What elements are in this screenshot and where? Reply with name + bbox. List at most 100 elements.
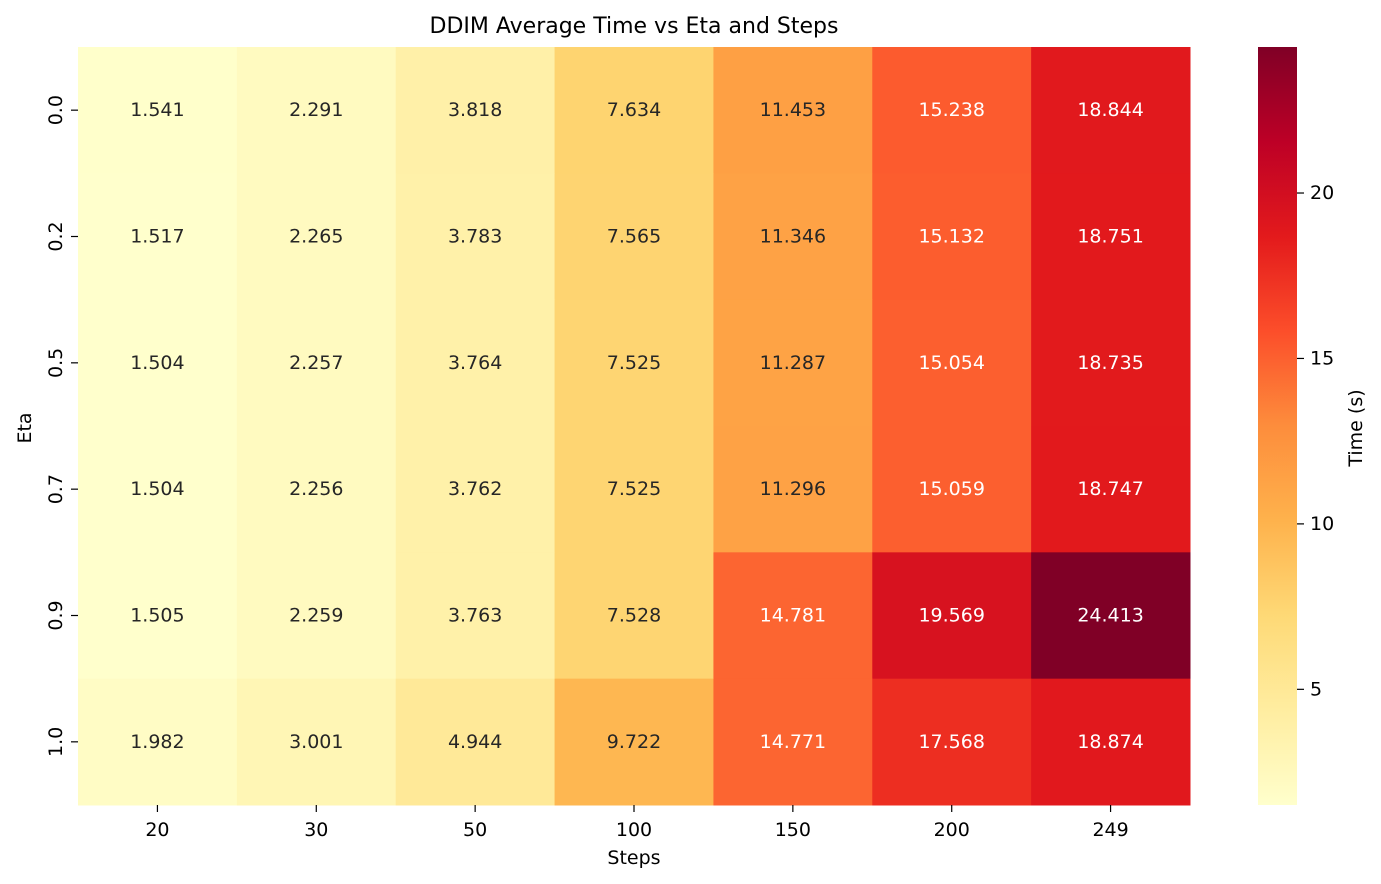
x-tick-label: 30 <box>304 819 328 841</box>
heatmap-cell <box>554 173 714 301</box>
heatmap-cell <box>1031 173 1191 301</box>
heatmap-cell <box>78 299 238 427</box>
heatmap-cell <box>554 47 714 174</box>
colorbar-tick-label: 5 <box>1310 678 1322 700</box>
heatmap-cell-label: 1.982 <box>130 731 184 753</box>
heatmap-cell-label: 19.569 <box>918 605 984 627</box>
heatmap-cell-label: 1.517 <box>130 226 184 248</box>
heatmap-cell <box>1031 678 1191 806</box>
y-tick-label: 0.0 <box>45 95 67 125</box>
heatmap-cell-label: 18.747 <box>1077 478 1143 500</box>
heatmap-cell <box>395 299 556 427</box>
y-tick-label: 0.5 <box>45 348 67 378</box>
heatmap-cell-label: 11.453 <box>760 99 826 121</box>
heatmap-cells <box>78 47 1191 806</box>
heatmap-cell <box>872 47 1032 174</box>
heatmap-cell-label: 4.944 <box>448 731 502 753</box>
x-tick-label: 150 <box>775 819 811 841</box>
heatmap-cell-label: 18.735 <box>1077 352 1143 374</box>
heatmap-cell-label: 15.059 <box>918 478 984 500</box>
colorbar-ticks: 5 10 15 20 <box>1297 182 1334 700</box>
heatmap-cell-labels: 1.541 2.291 3.818 7.634 11.453 15.238 18.844 1.… <box>130 99 1144 753</box>
heatmap-cell <box>1031 47 1191 174</box>
heatmap-cell-label: 24.413 <box>1077 605 1143 627</box>
heatmap-cell <box>1031 552 1191 680</box>
heatmap-cell <box>236 678 397 806</box>
heatmap-cell <box>236 47 397 174</box>
heatmap-cell-label: 3.762 <box>448 478 502 500</box>
heatmap-cell <box>395 173 556 301</box>
y-tick-label: 0.2 <box>45 221 67 251</box>
heatmap-cell <box>395 552 556 680</box>
x-axis: 20 30 50 100 150 200 249 <box>145 805 1129 841</box>
heatmap-cell <box>713 47 873 174</box>
heatmap-cell-label: 11.296 <box>760 478 826 500</box>
heatmap-cell-label: 1.505 <box>130 605 184 627</box>
heatmap-cell-label: 14.771 <box>760 731 826 753</box>
heatmap-cell <box>872 173 1032 301</box>
heatmap-cell-label: 9.722 <box>607 731 661 753</box>
heatmap-cell-label: 17.568 <box>918 731 984 753</box>
heatmap-cell <box>872 299 1032 427</box>
heatmap-cell <box>236 173 397 301</box>
x-tick-label: 100 <box>616 819 652 841</box>
heatmap-cell <box>713 552 873 680</box>
heatmap-cell-label: 14.781 <box>760 605 826 627</box>
heatmap-cell-label: 3.783 <box>448 226 502 248</box>
heatmap-cell <box>78 552 238 680</box>
y-axis-label: Eta <box>14 412 36 443</box>
y-axis: 0.0 0.2 0.5 0.7 0.9 1.0 <box>45 95 78 757</box>
colorbar-tick-label: 20 <box>1310 182 1334 204</box>
heatmap-cell-label: 2.265 <box>289 226 343 248</box>
heatmap-cell <box>554 678 714 806</box>
heatmap-cell-label: 7.565 <box>607 226 661 248</box>
heatmap-cell <box>236 426 397 553</box>
colorbar-tick-label: 15 <box>1310 347 1334 369</box>
heatmap-cell <box>554 552 714 680</box>
heatmap-cell-label: 3.818 <box>448 99 502 121</box>
colorbar <box>1258 47 1297 805</box>
heatmap-cell <box>872 426 1032 553</box>
heatmap-cell <box>1031 299 1191 427</box>
heatmap-cell-label: 1.504 <box>130 478 184 500</box>
heatmap-cell <box>395 426 556 553</box>
heatmap-cell <box>713 173 873 301</box>
heatmap-cell <box>713 678 873 806</box>
heatmap-cell <box>78 678 238 806</box>
x-axis-label: Steps <box>607 847 660 869</box>
y-tick-label: 1.0 <box>45 727 67 757</box>
heatmap-cell <box>1031 426 1191 553</box>
heatmap-cell-label: 1.541 <box>130 99 184 121</box>
heatmap-cell-label: 18.844 <box>1077 99 1143 121</box>
heatmap-cell <box>872 678 1032 806</box>
heatmap-cell <box>872 552 1032 680</box>
heatmap-cell-label: 2.257 <box>289 352 343 374</box>
heatmap-cell <box>713 426 873 553</box>
heatmap-cell-label: 18.751 <box>1077 226 1143 248</box>
heatmap-cell-label: 11.287 <box>760 352 826 374</box>
heatmap-cell-label: 7.525 <box>607 352 661 374</box>
x-tick-label: 200 <box>934 819 970 841</box>
heatmap-cell-label: 7.634 <box>607 99 661 121</box>
y-tick-label: 0.9 <box>45 600 67 630</box>
heatmap-cell <box>236 552 397 680</box>
x-tick-label: 20 <box>145 819 169 841</box>
heatmap-cell <box>713 299 873 427</box>
heatmap-cell-label: 7.528 <box>607 605 661 627</box>
heatmap-cell <box>78 426 238 553</box>
heatmap-cell <box>554 426 714 553</box>
heatmap-cell-label: 3.001 <box>289 731 343 753</box>
heatmap-cell-label: 15.238 <box>918 99 984 121</box>
heatmap-cell-label: 7.525 <box>607 478 661 500</box>
heatmap-cell-label: 2.256 <box>289 478 343 500</box>
heatmap-cell-label: 3.764 <box>448 352 502 374</box>
x-tick-label: 249 <box>1092 819 1128 841</box>
heatmap-cell-label: 11.346 <box>760 226 826 248</box>
heatmap-cell-label: 18.874 <box>1077 731 1143 753</box>
y-tick-label: 0.7 <box>45 474 67 504</box>
heatmap-cell <box>395 47 556 174</box>
heatmap-cell-label: 2.291 <box>289 99 343 121</box>
heatmap-cell-label: 15.132 <box>918 226 984 248</box>
heatmap-cell-label: 3.763 <box>448 605 502 627</box>
heatmap-cell-label: 2.259 <box>289 605 343 627</box>
